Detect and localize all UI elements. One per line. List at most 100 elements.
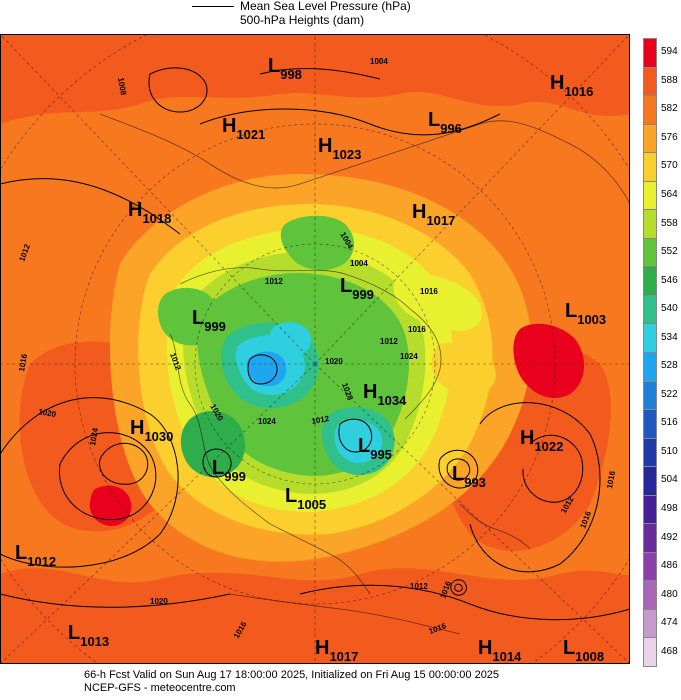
colorbar-swatch (643, 494, 657, 525)
colorbar-tick-label: 522 (661, 388, 678, 400)
colorbar-swatch (643, 66, 657, 97)
center-value: 1022 (534, 439, 563, 454)
map-canvas: 1008 1004 1004 1012 1016 1020 1024 1024 1020 1016… (0, 34, 630, 664)
center-type: L (340, 275, 352, 297)
low-pressure-center: L999 (340, 275, 374, 302)
high-pressure-center: H1017 (412, 201, 455, 228)
center-value: 1030 (144, 429, 173, 444)
isobar-label: 1012 (410, 582, 428, 591)
center-value: 999 (204, 319, 226, 334)
isobar-label: 1012 (265, 277, 283, 286)
low-pressure-center: L993 (452, 463, 486, 490)
center-type: L (452, 463, 464, 485)
high-pressure-center: H1021 (222, 115, 265, 142)
center-value: 1013 (80, 634, 109, 649)
colorbar-tick-label: 498 (661, 503, 678, 514)
forecast-valid-text: 66-h Fcst Valid on Sun Aug 17 18:00:00 2… (84, 669, 500, 681)
center-type: L (68, 622, 80, 644)
center-type: L (563, 637, 575, 659)
high-pressure-center: H1022 (520, 427, 563, 454)
colorbar-tick-label: 576 (661, 131, 678, 143)
high-pressure-center: H1016 (550, 72, 593, 99)
center-type: H (128, 199, 142, 221)
isobar-label: 1024 (88, 427, 100, 447)
center-type: H (478, 637, 492, 659)
source-text: NCEP-GFS - meteocentre.com (84, 682, 236, 694)
isobar-label: 1016 (420, 287, 438, 296)
center-type: L (192, 307, 204, 329)
center-value: 1014 (492, 649, 522, 664)
low-pressure-center: L1013 (68, 622, 109, 649)
colorbar-tick-label: 594 (661, 46, 678, 58)
center-value: 999 (352, 287, 374, 302)
colorbar-tick-label: 552 (661, 246, 678, 258)
colorbar-tick-label: 504 (661, 474, 678, 486)
colorbar-swatch (643, 294, 657, 325)
colorbar-tick-label: 480 (661, 588, 678, 600)
isobar-label: 1004 (350, 259, 368, 268)
colorbar: 594 588 582 576 570 564 558 552 546 540 534 528 522 5… (643, 38, 681, 667)
low-pressure-center: L1008 (563, 637, 604, 664)
colorbar-swatch (643, 523, 657, 553)
high-pressure-center: H1023 (318, 135, 361, 162)
colorbar-swatch (643, 180, 657, 211)
colorbar-tick-label: 468 (661, 645, 678, 657)
center-value: 1023 (332, 147, 361, 162)
center-value: 1003 (577, 312, 606, 327)
isobar-label: 1012 (311, 414, 331, 426)
isobar-label: 1024 (400, 352, 418, 361)
map-frame (0, 34, 630, 664)
low-pressure-center: L1012 (15, 542, 56, 569)
high-pressure-center: H1018 (128, 199, 171, 226)
colorbar-tick-label: 558 (661, 217, 678, 229)
colorbar-tick-label: 486 (661, 560, 678, 572)
colorbar-tick-label: 516 (661, 417, 678, 429)
center-value: 1021 (236, 127, 265, 142)
colorbar-tick-label: 588 (661, 74, 678, 86)
low-pressure-center: L995 (358, 435, 392, 462)
high-pressure-center: H1014 (478, 637, 522, 664)
colorbar-swatch (643, 38, 657, 68)
colorbar-tick-label: 510 (661, 445, 678, 457)
legend-heights-label: 500-hPa Heights (dam) (240, 13, 365, 27)
isobar-label: 1016 (605, 470, 617, 490)
center-value: 1016 (564, 84, 593, 99)
center-type: H (550, 72, 564, 94)
center-value: 999 (224, 469, 246, 484)
center-value: 998 (280, 67, 302, 82)
colorbar-tick-label: 534 (661, 331, 678, 343)
map-legend: Mean Sea Level Pressure (hPa) 500-hPa He… (192, 0, 492, 28)
center-type: H (315, 637, 329, 659)
center-type: L (428, 109, 440, 131)
colorbar-swatch (643, 466, 657, 496)
colorbar-swatch (643, 437, 657, 468)
colorbar-tick-label: 528 (661, 360, 678, 372)
center-value: 996 (440, 121, 462, 136)
low-pressure-center: L999 (192, 307, 226, 334)
weather-map: 1008 1004 1004 1012 1016 1020 1024 1024 1020 1016… (0, 34, 630, 664)
center-value: 1034 (377, 393, 407, 408)
center-value: 995 (370, 447, 392, 462)
center-type: L (268, 55, 280, 77)
colorbar-tick-label: 582 (661, 103, 678, 115)
high-pressure-center: H1017 (315, 637, 358, 664)
isobar-label: 1020 (38, 407, 58, 419)
center-value: 1005 (297, 497, 326, 512)
high-pressure-center: H1030 (130, 417, 173, 444)
legend-line-icon (192, 6, 234, 7)
graticule-layer (0, 34, 630, 664)
isobar-label: 1016 (408, 325, 426, 334)
isobar-label: 1012 (380, 337, 398, 346)
colorbar-tick-label: 546 (661, 274, 678, 286)
colorbar-swatch (643, 409, 657, 439)
low-pressure-center: L1003 (565, 300, 606, 327)
isobar-label: 1024 (258, 417, 276, 426)
center-type: L (358, 435, 370, 457)
isobar-label: 1004 (370, 57, 388, 66)
colorbar-swatch (643, 266, 657, 296)
colorbar-swatch (643, 123, 657, 154)
colorbar-swatch (643, 608, 657, 639)
center-value: 1008 (575, 649, 604, 664)
colorbar-swatch (643, 551, 657, 582)
center-type: H (412, 201, 426, 223)
